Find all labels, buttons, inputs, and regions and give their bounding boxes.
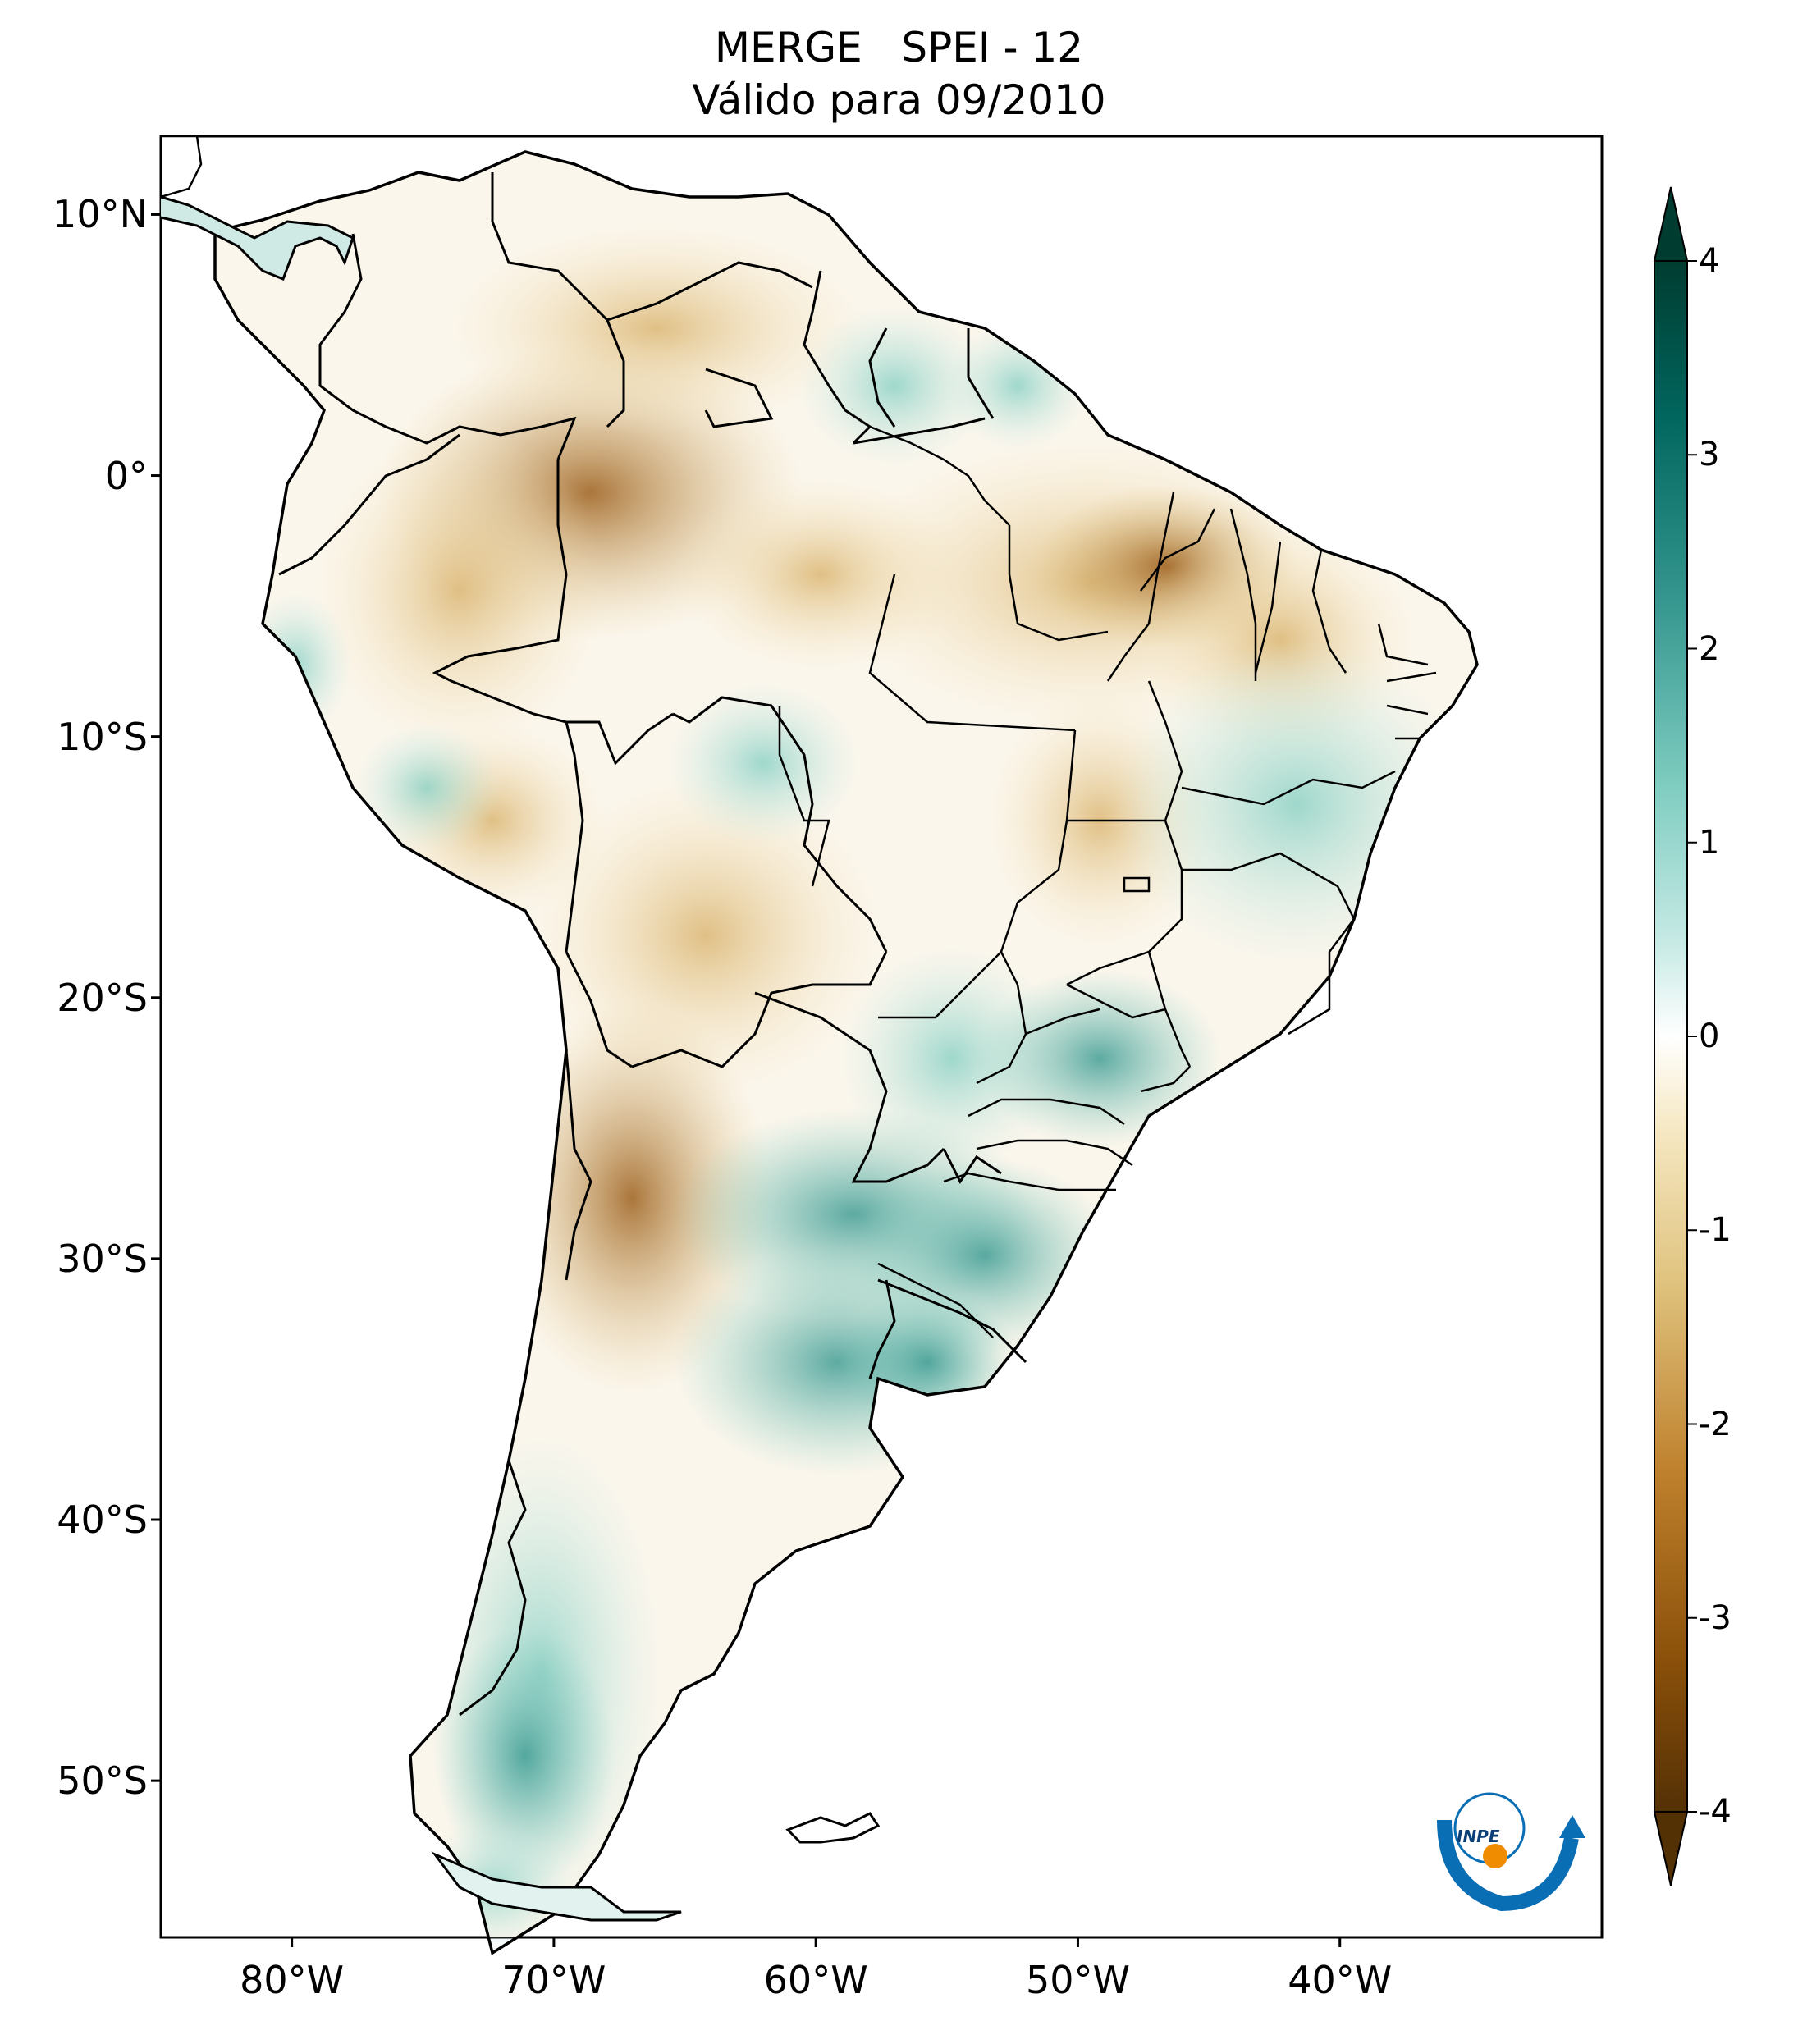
inpe-logo: INPE — [1437, 1792, 1585, 1912]
map-title: MERGE SPEI - 12 — [714, 24, 1084, 71]
tierra-del-fuego — [431, 1851, 682, 1922]
falkland-islands — [785, 1812, 881, 1844]
lat-tick-label: 40°S — [57, 1498, 148, 1542]
colorbar-tick-label: -2 — [1699, 1405, 1732, 1443]
lat-ticks — [151, 213, 161, 1782]
colorbar-tick-label: -4 — [1699, 1793, 1732, 1831]
map-subtitle: Válido para 09/2010 — [692, 76, 1106, 124]
central-america — [160, 195, 355, 281]
lat-tick-label: 20°S — [57, 975, 148, 1020]
lon-tick-label: 50°W — [1025, 1958, 1130, 2002]
lon-tick-label: 60°W — [763, 1958, 868, 2002]
colorbar — [1653, 186, 1697, 1886]
lat-tick-label: 30°S — [57, 1236, 148, 1281]
colorbar-tick-label: 1 — [1699, 823, 1720, 862]
lon-tick-label: 80°W — [240, 1958, 345, 2002]
colorbar-max-arrow — [1653, 186, 1689, 262]
central-america-north — [159, 135, 203, 199]
colorbar-tick-label: 2 — [1699, 629, 1720, 668]
colorbar-tick-label: 4 — [1699, 242, 1720, 280]
coastline — [213, 150, 1479, 1955]
logo-dot — [1483, 1844, 1507, 1868]
country-borders — [278, 172, 1027, 1717]
lat-tick-label: 0° — [104, 453, 148, 498]
lat-tick-label: 10°S — [57, 714, 148, 759]
colorbar-gradient — [1654, 260, 1688, 1813]
lat-tick-label: 50°S — [57, 1758, 148, 1804]
lon-tick-label: 70°W — [501, 1958, 606, 2002]
lon-ticks — [291, 1937, 1342, 1947]
colorbar-tick-label: 0 — [1699, 1017, 1720, 1055]
colorbar-tick-label: -1 — [1699, 1211, 1732, 1250]
colorbar-tick-label: -3 — [1699, 1598, 1732, 1637]
logo-text: INPE — [1457, 1827, 1500, 1846]
lat-tick-label: 10°N — [53, 192, 148, 237]
lon-tick-label: 40°W — [1288, 1958, 1393, 2002]
colorbar-min-arrow — [1653, 1811, 1689, 1886]
colorbar-tick-label: 3 — [1699, 436, 1720, 474]
state-borders — [778, 425, 1437, 1338]
